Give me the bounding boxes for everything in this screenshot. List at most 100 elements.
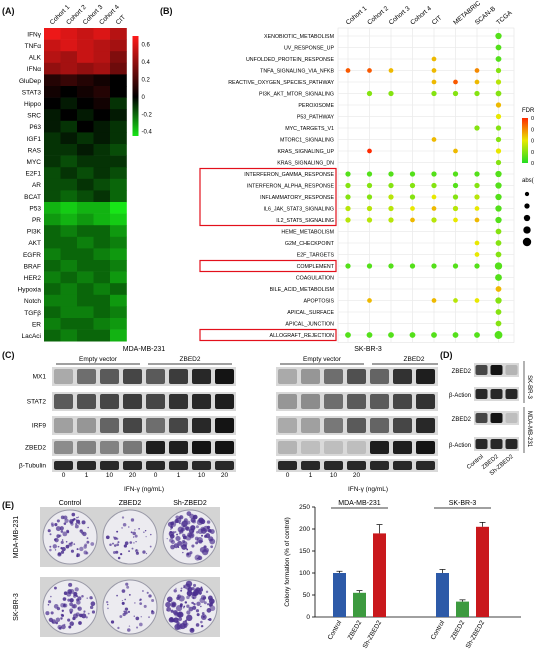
dotplot-dot bbox=[452, 263, 459, 269]
heatmap-row-label: ER bbox=[32, 321, 41, 328]
colony bbox=[151, 598, 155, 602]
heatmap-cell bbox=[93, 294, 111, 307]
colony bbox=[175, 535, 181, 542]
heatmap-cell bbox=[77, 190, 94, 203]
dotplot-dot bbox=[474, 332, 480, 338]
blot-d-band bbox=[490, 413, 503, 423]
blot-cell-line-label: SK-BR-3 bbox=[354, 346, 382, 353]
colony bbox=[178, 595, 185, 602]
colony bbox=[183, 605, 186, 608]
blot-band bbox=[324, 418, 343, 433]
dotplot-dot bbox=[345, 205, 351, 212]
blot-band bbox=[77, 369, 96, 384]
blot-band bbox=[215, 369, 234, 384]
fdr-legend-tick: 0.08 bbox=[531, 116, 534, 122]
blot-band bbox=[347, 441, 366, 454]
dotplot-dot bbox=[345, 182, 351, 189]
colony bbox=[208, 618, 212, 621]
highlight-box bbox=[199, 328, 337, 342]
heatmap-cell bbox=[60, 51, 78, 64]
blot-band bbox=[278, 369, 297, 384]
blot-d-protein-label: β-Action bbox=[449, 443, 471, 449]
blot-dose-label: 10 bbox=[106, 472, 114, 479]
blot-band bbox=[416, 461, 435, 470]
colony bbox=[166, 596, 173, 603]
colony bbox=[129, 541, 133, 544]
pathway-label: INTERFERON_ALPHA_RESPONSE bbox=[247, 184, 335, 190]
colony bbox=[184, 619, 187, 622]
blot-band bbox=[301, 418, 320, 433]
colony bbox=[53, 586, 57, 590]
blot-band bbox=[54, 418, 73, 433]
dotplot-dot bbox=[345, 171, 351, 177]
dotplot-dot bbox=[453, 79, 458, 85]
colony bbox=[69, 543, 71, 545]
blot-band bbox=[77, 418, 96, 433]
blot-protein-label: β-Tubulin bbox=[19, 463, 46, 470]
colony bbox=[196, 536, 203, 544]
colony bbox=[58, 626, 62, 630]
colony bbox=[177, 540, 183, 546]
heatmap-cell bbox=[44, 260, 61, 272]
colony bbox=[128, 550, 130, 552]
colony bbox=[128, 625, 131, 627]
blot-dose-label: 0 bbox=[286, 472, 290, 479]
colony bbox=[190, 628, 194, 632]
heatmap-cell bbox=[110, 190, 127, 203]
dotplot-dot bbox=[410, 217, 415, 223]
panel-letter-d: (D) bbox=[440, 350, 453, 360]
colony bbox=[193, 530, 195, 532]
colony bbox=[121, 599, 124, 602]
blot-band bbox=[123, 394, 142, 409]
heatmap-cell bbox=[44, 97, 61, 110]
heatmap-cell bbox=[60, 283, 78, 296]
colony bbox=[186, 590, 193, 597]
heatmap-row-label: AR bbox=[32, 182, 41, 189]
pathway-label: APICAL_JUNCTION bbox=[285, 322, 334, 328]
colony bbox=[90, 542, 95, 546]
heatmap-cell bbox=[77, 167, 94, 180]
blot-d-band bbox=[475, 389, 488, 399]
heatmap-cell bbox=[44, 213, 61, 226]
colony bbox=[176, 621, 180, 625]
heatmap-cell bbox=[93, 271, 111, 284]
blot-band bbox=[54, 394, 73, 409]
colony bbox=[190, 534, 194, 537]
blot-dose-label: 10 bbox=[330, 472, 338, 479]
dotplot-dot bbox=[474, 182, 480, 189]
heatmap-cell bbox=[77, 271, 94, 284]
heatmap-cell bbox=[93, 190, 111, 203]
colony bbox=[191, 587, 195, 591]
dotplot-dot bbox=[474, 171, 480, 177]
colony bbox=[196, 601, 201, 606]
colony bbox=[169, 530, 173, 534]
blot-band bbox=[100, 369, 119, 384]
colony bbox=[116, 594, 118, 597]
heatmap-cell bbox=[77, 283, 94, 296]
colony bbox=[58, 534, 62, 537]
colony bbox=[55, 617, 61, 622]
colony bbox=[62, 531, 68, 537]
heatmap-cell bbox=[60, 306, 78, 319]
heatmap-cell bbox=[44, 132, 61, 145]
blot-d-band bbox=[475, 439, 488, 449]
colony bbox=[48, 600, 52, 604]
dotplot-dot bbox=[452, 205, 459, 212]
pathway-label: KRAS_SIGNALING_UP bbox=[277, 149, 334, 155]
dotplot-dot bbox=[431, 79, 437, 85]
colony bbox=[130, 531, 133, 534]
colony bbox=[117, 541, 120, 544]
blot-dose-label: 20 bbox=[353, 472, 361, 479]
colony bbox=[56, 519, 60, 523]
colony bbox=[89, 605, 94, 610]
colorbar-tick-label: -0.4 bbox=[142, 130, 153, 136]
pathway-label: TNFA_SIGNALING_VIA_NFKB bbox=[260, 69, 334, 75]
dotplot-dot bbox=[366, 217, 373, 223]
heatmap-cell bbox=[60, 271, 78, 284]
colony bbox=[67, 618, 71, 622]
heatmap-cell bbox=[44, 39, 61, 52]
colony bbox=[70, 522, 74, 526]
colony bbox=[126, 628, 131, 632]
colony bbox=[185, 526, 191, 532]
colony bbox=[69, 598, 74, 603]
